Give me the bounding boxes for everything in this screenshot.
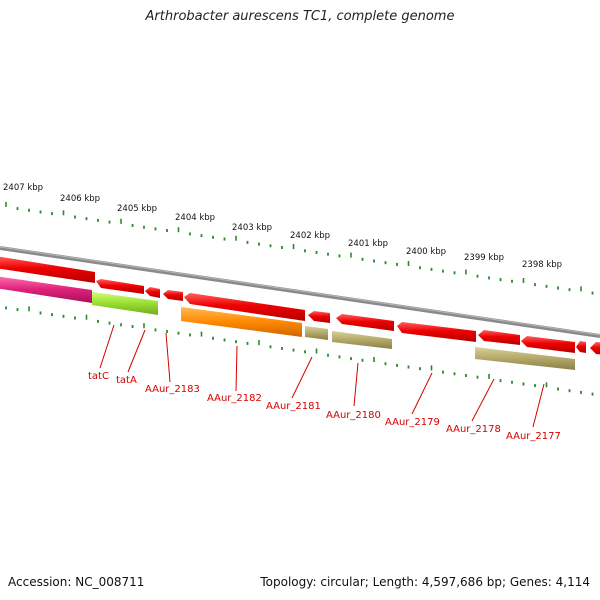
leader-tatC — [99, 324, 115, 369]
gene-forward-2[interactable] — [96, 279, 144, 294]
leader-AAur_2182 — [235, 345, 238, 392]
accession-text: Accession: NC_008711 — [8, 575, 145, 589]
gene-forward-4[interactable] — [163, 290, 183, 301]
gene-forward-9[interactable] — [478, 330, 520, 345]
genome-backbone-highlight — [0, 246, 600, 336]
map-title: Arthrobacter aurescens TC1, complete gen… — [145, 9, 455, 24]
kbp-label-2401: 2401 kbp — [348, 239, 388, 249]
gene-label-AAur_2181: AAur_2181 — [266, 401, 321, 412]
leader-AAur_2183 — [165, 332, 171, 383]
gene-label-AAur_2178: AAur_2178 — [446, 424, 501, 435]
gene-forward-3[interactable] — [145, 287, 160, 298]
gene-forward-11[interactable] — [576, 341, 586, 353]
gene-forward-1[interactable] — [0, 256, 95, 283]
kbp-label-2399: 2399 kbp — [464, 253, 504, 263]
kbp-label-2407: 2407 kbp — [3, 183, 43, 193]
gene-AAur_2178[interactable] — [475, 347, 575, 370]
gene-forward-6[interactable] — [308, 311, 330, 323]
gene-label-AAur_2177: AAur_2177 — [506, 431, 561, 442]
kbp-label-2398: 2398 kbp — [522, 260, 562, 270]
gene-label-tatA: tatA — [116, 375, 137, 386]
outer-scale-ticks — [5, 201, 594, 295]
leader-AAur_2180 — [353, 362, 359, 407]
kbp-label-2404: 2404 kbp — [175, 213, 215, 223]
kbp-label-2406: 2406 kbp — [60, 194, 100, 204]
leader-AAur_2178 — [471, 378, 495, 422]
genome-summary-text: Topology: circular; Length: 4,597,686 bp… — [260, 575, 590, 589]
gene-forward-12[interactable] — [590, 342, 600, 355]
kbp-label-2400: 2400 kbp — [406, 247, 446, 257]
kbp-label-2403: 2403 kbp — [232, 223, 272, 233]
gene-label-AAur_2180: AAur_2180 — [326, 410, 381, 421]
leader-AAur_2179 — [411, 372, 433, 415]
kbp-label-2402: 2402 kbp — [290, 231, 330, 241]
inner-scale-ticks — [5, 306, 594, 396]
gene-AAur_2181[interactable] — [305, 326, 328, 340]
gene-label-AAur_2179: AAur_2179 — [385, 417, 440, 428]
gene-label-AAur_2182: AAur_2182 — [207, 393, 262, 404]
genome-backbone — [0, 246, 600, 338]
gene-tatA[interactable] — [92, 292, 158, 315]
gene-forward-10[interactable] — [521, 336, 575, 353]
gene-reverse-magenta[interactable] — [0, 276, 92, 303]
leader-AAur_2181 — [291, 356, 313, 399]
gene-AAur_2182[interactable] — [181, 307, 302, 337]
gene-forward-8[interactable] — [397, 322, 476, 342]
kbp-label-2405: 2405 kbp — [117, 204, 157, 214]
gene-forward-5[interactable] — [184, 293, 305, 321]
gene-label-tatC: tatC — [88, 371, 109, 382]
gene-AAur_2180[interactable] — [332, 331, 392, 349]
leader-tatA — [127, 329, 146, 373]
leader-AAur_2177 — [532, 383, 545, 428]
gene-label-AAur_2183: AAur_2183 — [145, 384, 200, 395]
gene-forward-7[interactable] — [336, 314, 394, 331]
